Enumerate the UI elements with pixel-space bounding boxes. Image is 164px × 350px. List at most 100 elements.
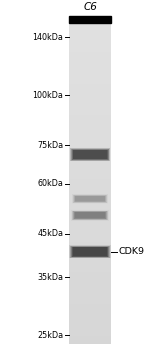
Bar <box>69 83 111 84</box>
Bar <box>69 269 111 271</box>
Bar <box>73 195 107 203</box>
Bar <box>75 196 105 202</box>
Bar <box>69 220 111 222</box>
Bar <box>71 246 109 257</box>
Bar <box>74 212 106 219</box>
Bar <box>69 304 111 306</box>
Bar <box>69 251 111 253</box>
Bar <box>69 128 111 129</box>
Bar <box>69 256 111 258</box>
Text: 60kDa: 60kDa <box>37 179 63 188</box>
Bar <box>69 123 111 125</box>
Bar <box>75 196 105 202</box>
Bar <box>69 271 111 272</box>
Bar <box>69 241 111 243</box>
Bar <box>69 312 111 314</box>
Bar <box>69 70 111 71</box>
Bar <box>69 335 111 336</box>
Bar <box>69 259 111 261</box>
Bar <box>69 294 111 296</box>
Text: 140kDa: 140kDa <box>32 33 63 42</box>
Bar <box>69 75 111 76</box>
Bar <box>69 129 111 131</box>
Bar <box>69 238 111 240</box>
Bar <box>69 158 111 160</box>
Bar <box>69 246 111 248</box>
Text: 100kDa: 100kDa <box>32 91 63 100</box>
Bar <box>72 210 109 220</box>
Bar <box>69 156 111 158</box>
Bar <box>69 306 111 307</box>
Bar <box>69 107 111 108</box>
Bar <box>69 192 111 194</box>
Bar <box>69 174 111 176</box>
Bar <box>69 163 111 164</box>
Bar <box>69 222 111 224</box>
Bar <box>69 97 111 99</box>
Bar <box>69 118 111 120</box>
Bar <box>69 245 111 258</box>
Bar <box>69 243 111 245</box>
Bar <box>69 293 111 294</box>
Bar <box>69 33 111 35</box>
Bar <box>69 232 111 233</box>
Text: CDK9: CDK9 <box>119 247 145 256</box>
Bar <box>69 36 111 38</box>
Bar <box>72 149 109 160</box>
Bar <box>69 125 111 126</box>
Bar <box>69 235 111 237</box>
Bar <box>69 60 111 62</box>
Bar <box>69 131 111 133</box>
Bar <box>69 333 111 335</box>
Bar <box>69 35 111 36</box>
Bar <box>69 110 111 112</box>
Bar <box>73 211 107 219</box>
Bar <box>69 139 111 140</box>
Bar <box>69 288 111 289</box>
Bar <box>69 216 111 217</box>
Bar <box>69 117 111 118</box>
Bar <box>71 246 109 258</box>
Bar <box>69 194 111 195</box>
Bar <box>69 327 111 328</box>
Bar <box>69 136 111 137</box>
Bar <box>69 240 111 242</box>
Bar <box>69 49 111 51</box>
Bar <box>69 46 111 48</box>
Bar <box>69 126 111 128</box>
Bar <box>69 227 111 229</box>
Bar <box>69 341 111 343</box>
Bar <box>69 296 111 297</box>
Bar <box>69 274 111 275</box>
Bar <box>69 267 111 269</box>
Bar <box>73 195 107 203</box>
Bar <box>69 102 111 104</box>
Bar <box>72 194 108 203</box>
Bar <box>69 113 111 115</box>
Bar <box>74 196 106 202</box>
Bar <box>69 237 111 238</box>
Bar <box>69 115 111 117</box>
Bar <box>69 338 111 339</box>
Bar <box>69 56 111 57</box>
Bar <box>69 205 111 206</box>
Bar <box>69 200 111 202</box>
Bar <box>69 91 111 92</box>
Text: 45kDa: 45kDa <box>37 229 63 238</box>
Bar <box>69 250 111 251</box>
Bar <box>69 278 111 280</box>
Bar <box>69 203 111 205</box>
Bar <box>73 211 107 219</box>
Bar <box>69 166 111 168</box>
Bar <box>69 96 111 97</box>
Bar <box>69 155 111 156</box>
Bar <box>69 186 111 187</box>
Bar <box>69 264 111 266</box>
Bar <box>69 79 111 81</box>
Bar <box>69 153 111 155</box>
Bar <box>69 286 111 288</box>
Bar <box>69 214 111 216</box>
Bar <box>72 247 108 257</box>
Bar <box>69 41 111 43</box>
Bar <box>69 28 111 30</box>
